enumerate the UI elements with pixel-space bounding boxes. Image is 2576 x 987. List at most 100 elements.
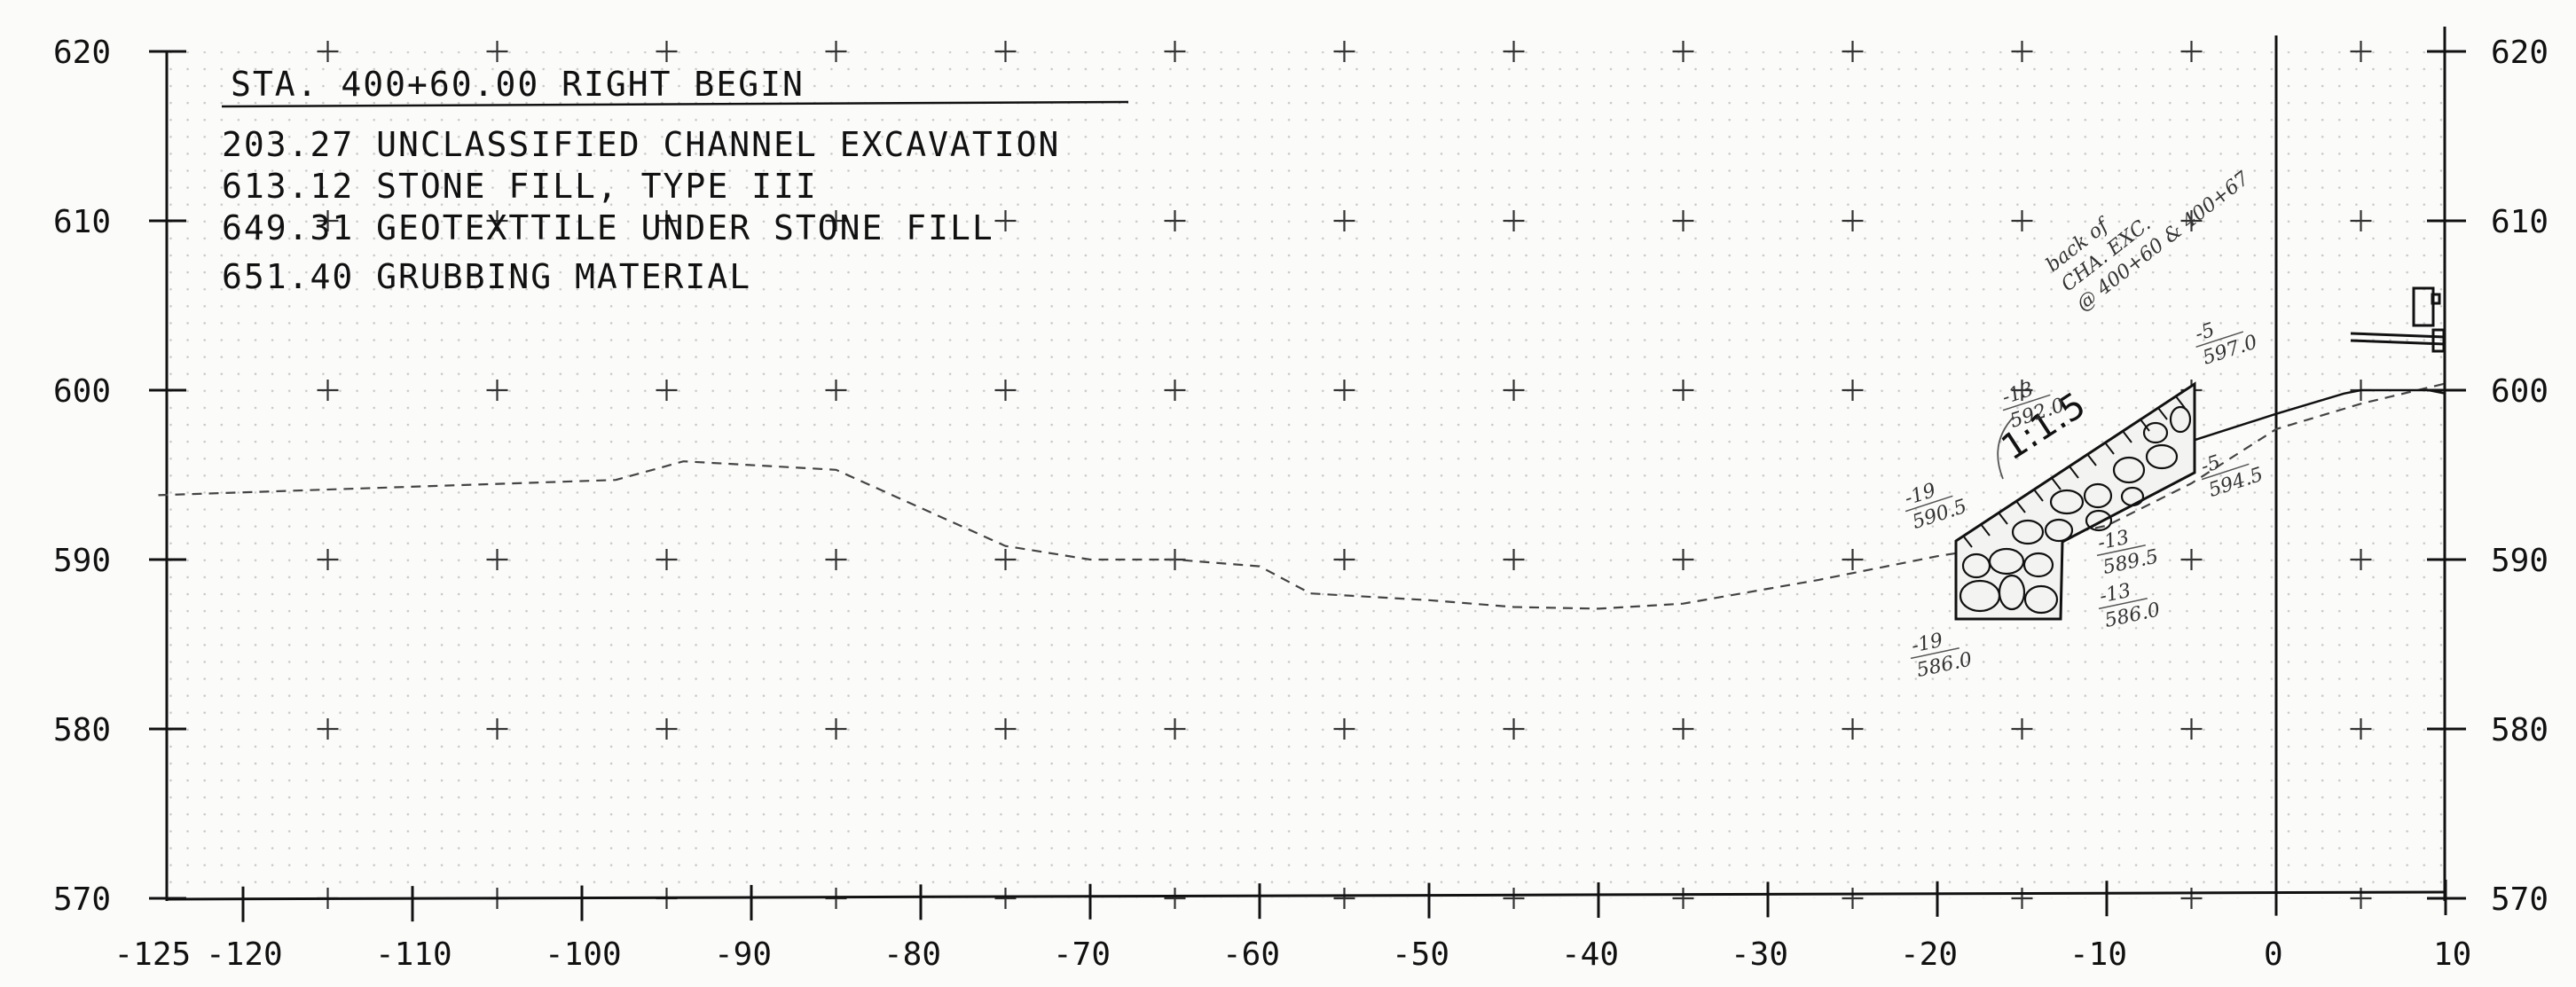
y-tick-label-left: 580 bbox=[53, 712, 111, 748]
grid-cross bbox=[994, 888, 1017, 909]
x-tick-label: -90 bbox=[714, 936, 772, 973]
grid-cross bbox=[1333, 718, 1355, 740]
x-tick-label: -80 bbox=[884, 936, 941, 973]
grid-cross bbox=[1164, 380, 1186, 401]
section-title: STA. 400+60.00 RIGHT BEGIN bbox=[231, 65, 805, 104]
x-tick-label: 10 bbox=[2433, 936, 2471, 973]
grid-cross bbox=[1333, 549, 1355, 570]
x-tick-label: -100 bbox=[545, 936, 622, 973]
grid-cross bbox=[2180, 210, 2203, 231]
grid-cross bbox=[1672, 888, 1694, 909]
x-tick-label: -110 bbox=[375, 936, 452, 973]
grid-cross bbox=[656, 380, 678, 401]
grid-cross bbox=[317, 380, 339, 401]
grid-cross bbox=[1503, 549, 1525, 570]
grid-cross bbox=[1672, 549, 1694, 570]
x-tick-label: -20 bbox=[1900, 936, 1958, 973]
grid-cross bbox=[317, 210, 339, 231]
grid-cross bbox=[1333, 41, 1355, 62]
grid-cross bbox=[1503, 210, 1525, 231]
grid-cross bbox=[2011, 210, 2033, 231]
grid-cross bbox=[317, 549, 339, 570]
y-tick-label-left: 620 bbox=[53, 35, 111, 71]
x-tick-label: -60 bbox=[1222, 936, 1280, 973]
grid-cross bbox=[2011, 41, 2033, 62]
quantity-line: 613.12 STONE FILL, TYPE III bbox=[222, 167, 818, 206]
grid-cross bbox=[486, 718, 508, 740]
axis-tick-labels: -125 -120 -110 -100 -90 -80 -70 -60 -50 -40 -30 -20… bbox=[53, 35, 2549, 973]
grid-cross bbox=[994, 718, 1017, 740]
grid-crosses bbox=[317, 41, 2372, 909]
y-tick-label-left: 570 bbox=[53, 881, 111, 918]
x-tick-label: -10 bbox=[2069, 936, 2127, 973]
quantity-line: 649.31 GEOTEXTTILE UNDER STONE FILL bbox=[222, 208, 994, 247]
grid-cross bbox=[994, 549, 1017, 570]
grid-cross bbox=[1672, 210, 1694, 231]
grid-cross bbox=[2180, 888, 2203, 909]
grid-cross bbox=[486, 380, 508, 401]
grid-cross bbox=[1842, 549, 1864, 570]
x-tick-label: -40 bbox=[1561, 936, 1619, 973]
grid-cross bbox=[1842, 41, 1864, 62]
grid-cross bbox=[2350, 210, 2372, 231]
y-tick-label-left: 600 bbox=[53, 373, 111, 410]
grid-cross bbox=[486, 210, 508, 231]
grid-cross bbox=[2011, 888, 2033, 909]
point-label: -13 589.5 bbox=[2096, 527, 2161, 579]
grid-cross bbox=[994, 380, 1017, 401]
grid-cross bbox=[825, 41, 847, 62]
axis-ticks bbox=[149, 50, 2466, 922]
grid-cross bbox=[825, 549, 847, 570]
grid-cross bbox=[994, 210, 1017, 231]
grid-cross bbox=[2180, 549, 2203, 570]
grid-cross bbox=[2011, 380, 2033, 401]
y-tick-label-right: 570 bbox=[2491, 881, 2549, 918]
axes bbox=[165, 27, 2446, 913]
grid-cross bbox=[1333, 210, 1355, 231]
bottom-axis bbox=[166, 890, 2446, 901]
grid-cross bbox=[1842, 888, 1864, 909]
grid-cross bbox=[2350, 549, 2372, 570]
grid-cross bbox=[1164, 718, 1186, 740]
grid-cross bbox=[486, 549, 508, 570]
quantity-line: 203.27 UNCLASSIFIED CHANNEL EXCAVATION bbox=[222, 125, 1060, 164]
grid-cross bbox=[2350, 41, 2372, 62]
grid-cross bbox=[825, 718, 847, 740]
x-tick-label: -125 bbox=[114, 936, 192, 973]
y-tick-label-left: 610 bbox=[53, 204, 111, 240]
grid-cross bbox=[825, 380, 847, 401]
y-tick-label-right: 600 bbox=[2491, 373, 2549, 410]
grid-cross bbox=[1503, 41, 1525, 62]
grid-cross bbox=[1333, 888, 1355, 909]
grid-cross bbox=[317, 41, 339, 62]
x-tick-label: -30 bbox=[1731, 936, 1788, 973]
stone-fill-rocks bbox=[1959, 405, 2192, 615]
quantity-line: 651.40 GRUBBING MATERIAL bbox=[222, 257, 751, 296]
grid-cross bbox=[1672, 41, 1694, 62]
grid-cross bbox=[656, 549, 678, 570]
grid-cross bbox=[656, 210, 678, 231]
grid-cross bbox=[1842, 718, 1864, 740]
curb-detail bbox=[2350, 286, 2446, 353]
grid-cross bbox=[486, 41, 508, 62]
stone-fill bbox=[1954, 381, 2196, 621]
grid-cross bbox=[2180, 718, 2203, 740]
quantity-notes: STA. 400+60.00 RIGHT BEGIN 203.27 UNCLAS… bbox=[221, 65, 1129, 296]
grid-cross bbox=[1164, 41, 1186, 62]
grid-cross bbox=[317, 718, 339, 740]
proposed-road-surface bbox=[2191, 388, 2446, 443]
x-tick-label: 0 bbox=[2264, 936, 2283, 973]
grid-cross bbox=[994, 41, 1017, 62]
geotextile-hatch bbox=[1962, 396, 2186, 548]
y-tick-label-right: 610 bbox=[2491, 204, 2549, 240]
grid-cross bbox=[825, 210, 847, 231]
grid-cross bbox=[656, 718, 678, 740]
x-tick-label: -50 bbox=[1392, 936, 1449, 973]
existing-ground-line bbox=[158, 382, 2446, 610]
grid-cross bbox=[1333, 380, 1355, 401]
grid-cross bbox=[1842, 380, 1864, 401]
grid-cross bbox=[1503, 380, 1525, 401]
grid-cross bbox=[2180, 41, 2203, 62]
